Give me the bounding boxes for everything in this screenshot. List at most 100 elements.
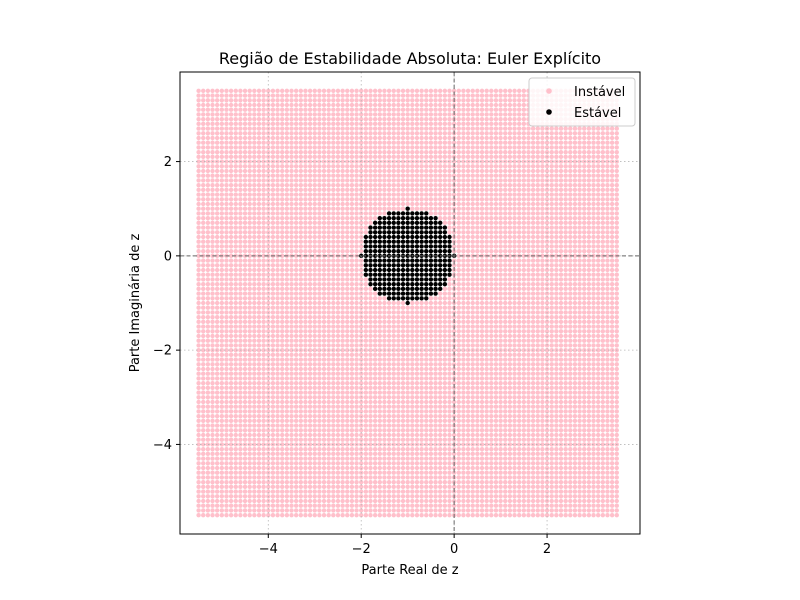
unstable-point (205, 376, 211, 381)
unstable-point (335, 178, 341, 183)
unstable-point (256, 343, 262, 348)
unstable-point (400, 314, 406, 320)
unstable-point (349, 385, 355, 391)
unstable-point (438, 489, 443, 494)
unstable-point (298, 366, 304, 372)
unstable-point (289, 324, 294, 329)
stable-point (419, 234, 424, 240)
unstable-point (321, 423, 327, 428)
unstable-point (298, 248, 304, 254)
unstable-point (345, 456, 350, 461)
unstable-point (419, 314, 424, 320)
unstable-point (261, 267, 266, 273)
unstable-point (317, 248, 322, 254)
unstable-point (219, 93, 225, 98)
unstable-point (345, 215, 350, 221)
unstable-point (354, 244, 359, 249)
unstable-point (266, 239, 271, 244)
unstable-point (214, 461, 220, 466)
unstable-point (293, 173, 299, 178)
unstable-point (372, 107, 378, 112)
unstable-point (442, 479, 448, 485)
unstable-point (400, 413, 406, 419)
unstable-point (386, 456, 392, 461)
unstable-point (386, 489, 392, 494)
unstable-point (317, 234, 322, 240)
unstable-point (228, 267, 234, 273)
unstable-point (419, 149, 424, 155)
unstable-point (363, 479, 369, 485)
unstable-point (424, 390, 429, 395)
unstable-point (228, 347, 234, 353)
unstable-point (428, 399, 434, 405)
unstable-point (428, 329, 434, 334)
unstable-point (238, 121, 243, 127)
unstable-point (335, 187, 341, 193)
unstable-point (312, 319, 317, 325)
unstable-point (196, 357, 201, 362)
unstable-point (233, 451, 238, 457)
unstable-point (438, 98, 443, 103)
unstable-point (433, 437, 438, 442)
unstable-point (238, 225, 243, 230)
unstable-point (261, 508, 266, 513)
unstable-point (201, 206, 206, 211)
unstable-point (438, 418, 443, 424)
stable-point (386, 258, 392, 263)
unstable-point (242, 357, 248, 362)
unstable-point (400, 423, 406, 428)
unstable-point (331, 234, 336, 240)
unstable-point (219, 395, 225, 400)
unstable-point (382, 164, 387, 169)
unstable-point (317, 98, 322, 103)
unstable-point (201, 371, 206, 376)
unstable-point (233, 366, 238, 372)
unstable-point (340, 206, 345, 211)
unstable-point (280, 112, 285, 117)
unstable-point (233, 503, 238, 508)
unstable-point (228, 93, 234, 98)
stable-point (363, 248, 369, 254)
unstable-point (238, 178, 243, 183)
unstable-point (345, 121, 350, 127)
unstable-point (372, 211, 378, 216)
unstable-point (214, 201, 220, 207)
unstable-point (242, 239, 248, 244)
unstable-point (214, 395, 220, 400)
unstable-point (363, 475, 369, 480)
unstable-point (284, 244, 290, 249)
unstable-point (349, 451, 355, 457)
unstable-point (363, 418, 369, 424)
unstable-point (317, 314, 322, 320)
unstable-point (391, 173, 396, 178)
unstable-point (368, 409, 373, 414)
unstable-point (359, 399, 364, 405)
unstable-point (410, 418, 415, 424)
unstable-point (368, 154, 373, 160)
unstable-point (410, 98, 415, 103)
unstable-point (219, 319, 225, 325)
unstable-point (256, 404, 262, 409)
unstable-point (205, 187, 211, 193)
unstable-point (331, 182, 336, 188)
unstable-point (233, 489, 238, 494)
unstable-point (270, 479, 276, 485)
stable-point (391, 244, 396, 249)
unstable-point (414, 479, 420, 485)
unstable-point (359, 371, 364, 376)
unstable-point (284, 93, 290, 98)
unstable-point (201, 498, 206, 504)
unstable-point (428, 154, 434, 160)
stable-point (433, 277, 438, 282)
unstable-point (442, 164, 448, 169)
unstable-point (377, 484, 382, 490)
unstable-point (196, 263, 201, 268)
unstable-point (317, 300, 322, 306)
unstable-point (317, 277, 322, 282)
unstable-point (307, 432, 313, 438)
unstable-point (354, 258, 359, 263)
unstable-point (261, 197, 266, 202)
unstable-point (438, 470, 443, 475)
unstable-point (331, 343, 336, 348)
